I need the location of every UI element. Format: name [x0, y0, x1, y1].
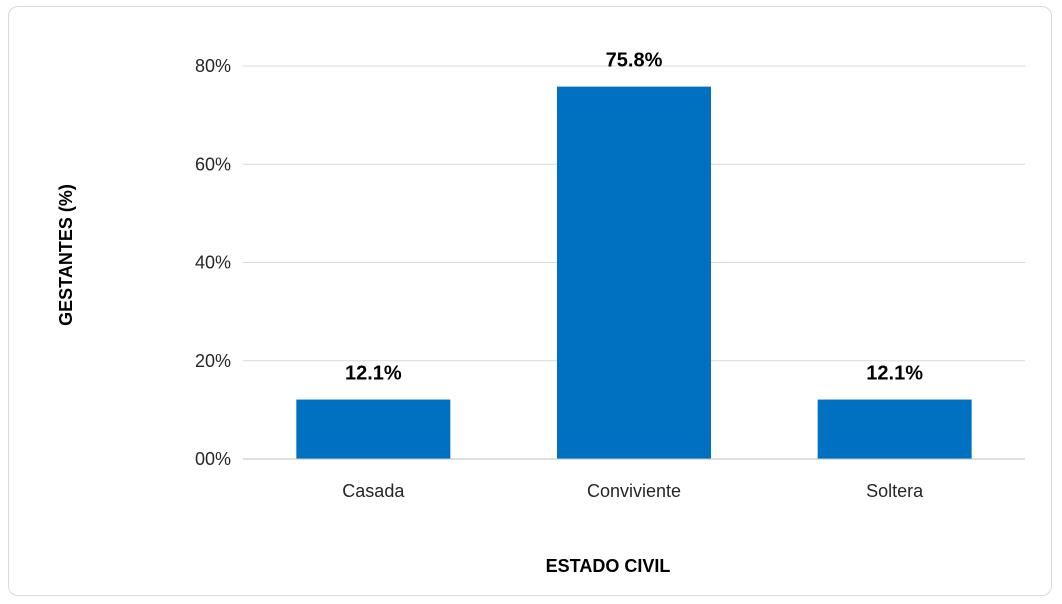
y-tick-label: 60%: [195, 154, 231, 174]
y-tick-label: 20%: [195, 351, 231, 371]
y-tick-label: 00%: [195, 449, 231, 469]
y-tick-label: 80%: [195, 56, 231, 76]
data-label: 12.1%: [866, 363, 923, 385]
bar-casada: [296, 399, 451, 459]
data-label: 12.1%: [345, 363, 402, 385]
data-label: 75.8%: [606, 50, 663, 72]
x-category-label: Soltera: [866, 481, 924, 501]
x-axis-title: ESTADO CIVIL: [546, 556, 671, 576]
y-axis-title: GESTANTES (%): [56, 184, 76, 326]
y-tick-label: 40%: [195, 253, 231, 273]
x-axis-categories: Casada Conviviente Soltera: [342, 481, 924, 501]
x-category-label: Conviviente: [587, 481, 681, 501]
chart-frame: [8, 6, 1052, 596]
bar-conviviente: [557, 86, 711, 459]
y-axis-ticks: 00% 20% 40% 60% 80%: [195, 56, 231, 469]
bars: [296, 86, 972, 459]
x-category-label: Casada: [342, 481, 405, 501]
data-labels: 12.1% 75.8% 12.1%: [345, 50, 923, 385]
bar-soltera: [817, 399, 972, 459]
